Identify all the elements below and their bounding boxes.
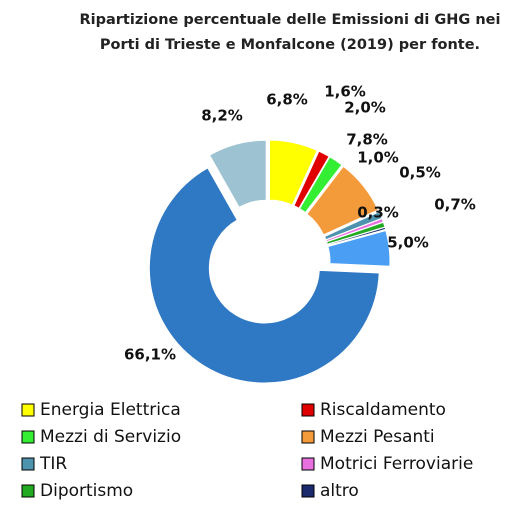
- slice: [326, 226, 387, 247]
- legend-label: Mezzi Pesanti: [320, 427, 435, 447]
- value-label: 5,0%: [387, 234, 429, 252]
- value-label: 8,2%: [201, 107, 243, 125]
- legend-swatch: [301, 403, 315, 417]
- slice: [293, 150, 330, 209]
- value-label: 0,3%: [357, 204, 399, 222]
- value-label: 66,1%: [124, 346, 176, 364]
- value-label: 2,0%: [344, 99, 386, 117]
- legend-swatch: [21, 457, 35, 471]
- legend-swatch: [21, 430, 35, 444]
- legend-label: TIR: [39, 454, 67, 474]
- value-label: 1,6%: [324, 83, 366, 101]
- legend-label: Motrici Ferroviarie: [320, 454, 473, 474]
- legend-label: Energia Elettrica: [40, 400, 181, 420]
- value-label: 6,8%: [266, 91, 308, 109]
- legend-swatch: [21, 403, 35, 417]
- slice: [306, 165, 379, 236]
- legend-label: altro: [320, 481, 359, 501]
- legend-label: Mezzi di Servizio: [40, 427, 181, 447]
- slice: [327, 229, 391, 267]
- slice: [298, 156, 343, 214]
- legend-swatch: [21, 484, 35, 498]
- slice: [148, 167, 380, 384]
- legend-swatch: [301, 484, 315, 498]
- value-label: 0,5%: [399, 164, 441, 182]
- value-label: 0,7%: [434, 196, 476, 214]
- slice: [208, 139, 267, 209]
- slice: [268, 139, 318, 206]
- value-label: 7,8%: [346, 131, 388, 149]
- value-label: 1,0%: [357, 149, 399, 167]
- legend-label: Riscaldamento: [320, 400, 446, 420]
- legend-label: Diportismo: [40, 481, 133, 501]
- legend-swatch: [301, 457, 315, 471]
- legend-swatch: [301, 430, 315, 444]
- chart-title: Ripartizione percentuale delle Emissioni…: [79, 12, 501, 53]
